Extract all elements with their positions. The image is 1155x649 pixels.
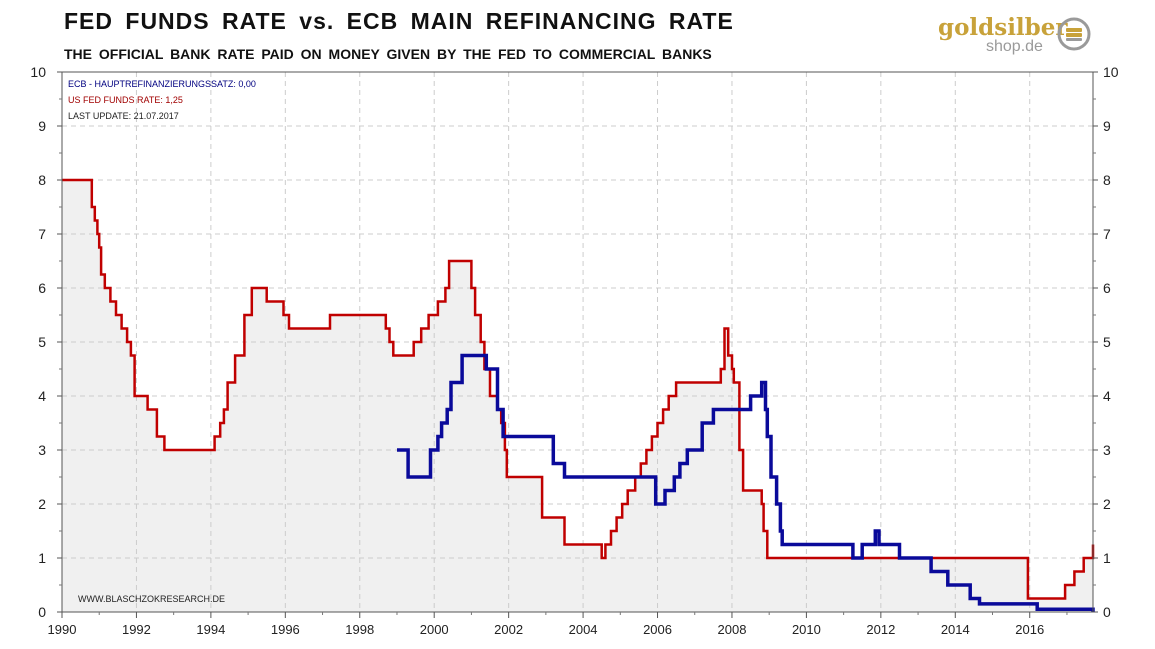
logo-brand-text: goldsilber: [938, 14, 1068, 41]
logo-domain-text: shop.de: [986, 38, 1043, 55]
x-tick-label: 2000: [420, 622, 449, 637]
y-tick-label-left: 4: [38, 388, 46, 404]
y-tick-label-right: 2: [1103, 496, 1111, 512]
fed-rate-area: [62, 180, 1093, 612]
y-tick-label-right: 8: [1103, 172, 1111, 188]
y-tick-label-right: 9: [1103, 118, 1111, 134]
y-tick-label-left: 8: [38, 172, 46, 188]
ecb-rate-line: [397, 353, 1095, 612]
y-tick-label-left: 9: [38, 118, 46, 134]
x-tick-label: 2012: [866, 622, 895, 637]
y-tick-label-left: 5: [38, 334, 46, 350]
source-label: WWW.BLASCHZOKRESEARCH.DE: [78, 594, 225, 604]
x-tick-label: 2004: [569, 622, 598, 637]
x-tick-label: 1998: [345, 622, 374, 637]
x-tick-label: 1990: [48, 622, 77, 637]
y-tick-label-left: 1: [38, 550, 46, 566]
y-tick-label-left: 7: [38, 226, 46, 242]
brand-logo: goldsilber shop.de: [938, 14, 1098, 58]
legend-entry: ECB - HAUPTREFINANZIERUNGSSATZ: 0,00: [68, 79, 256, 89]
x-tick-label: 1994: [196, 622, 225, 637]
legend-entry: LAST UPDATE: 21.07.2017: [68, 111, 179, 121]
chart-subtitle: THE OFFICIAL BANK RATE PAID ON MONEY GIV…: [64, 46, 712, 62]
legend-entry: US FED FUNDS RATE: 1,25: [68, 95, 183, 105]
y-tick-label-right: 5: [1103, 334, 1111, 350]
x-tick-label: 2014: [941, 622, 970, 637]
y-tick-label-right: 0: [1103, 604, 1111, 620]
y-tick-label-right: 10: [1103, 64, 1119, 80]
y-tick-label-right: 6: [1103, 280, 1111, 296]
y-tick-label-left: 10: [30, 64, 46, 80]
x-tick-label: 1996: [271, 622, 300, 637]
coin-stack-icon: [1057, 17, 1091, 51]
y-tick-label-right: 7: [1103, 226, 1111, 242]
x-tick-label: 2016: [1015, 622, 1044, 637]
x-tick-label: 2008: [718, 622, 747, 637]
y-tick-label-left: 2: [38, 496, 46, 512]
y-tick-label-right: 3: [1103, 442, 1111, 458]
x-tick-label: 2002: [494, 622, 523, 637]
y-tick-label-left: 3: [38, 442, 46, 458]
x-tick-label: 2010: [792, 622, 821, 637]
y-tick-label-right: 4: [1103, 388, 1111, 404]
x-tick-label: 1992: [122, 622, 151, 637]
x-tick-label: 2006: [643, 622, 672, 637]
y-tick-label-left: 6: [38, 280, 46, 296]
y-tick-label-right: 1: [1103, 550, 1111, 566]
chart-title: FED FUNDS RATE vs. ECB MAIN REFINANCING …: [64, 8, 734, 34]
fed-funds-rate-line: [62, 178, 1095, 600]
y-tick-label-left: 0: [38, 604, 46, 620]
